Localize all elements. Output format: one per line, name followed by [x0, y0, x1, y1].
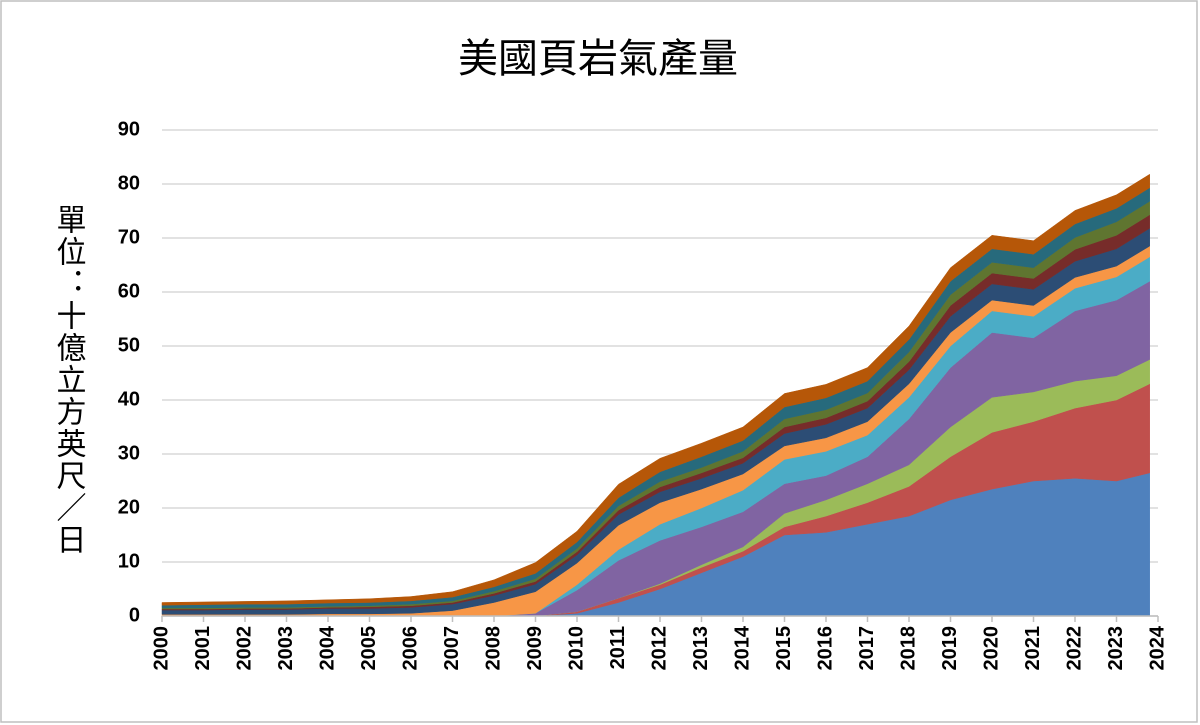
chart-title: 美國頁岩氣產量 — [458, 36, 738, 82]
x-tick-label: 2005 — [358, 626, 380, 671]
x-tick-label: 2018 — [897, 626, 919, 671]
y-tick-label: 10 — [118, 550, 140, 572]
x-tick-label: 2016 — [814, 626, 836, 671]
x-tick-label: 2010 — [565, 626, 587, 671]
x-tick-label: 2001 — [192, 626, 214, 671]
x-tick-label: 2007 — [441, 626, 463, 671]
y-tick-label: 20 — [118, 496, 140, 518]
y-tick-label: 50 — [118, 334, 140, 356]
x-tick-label: 2023 — [1105, 626, 1127, 671]
x-tick-label: 2014 — [731, 625, 753, 670]
x-tick-label: 2002 — [233, 626, 255, 671]
y-tick-label: 90 — [118, 118, 140, 140]
x-tick-label: 2011 — [607, 626, 629, 669]
y-tick-label: 0 — [129, 604, 140, 626]
y-tick-label: 30 — [118, 442, 140, 464]
x-tick-label: 2024 — [1146, 625, 1168, 670]
x-tick-label: 2013 — [690, 626, 712, 671]
area — [161, 173, 1150, 606]
x-tick-label: 2000 — [150, 626, 172, 671]
y-tick-label: 40 — [118, 388, 140, 410]
x-tick-label: 2006 — [399, 626, 421, 671]
x-tick-label: 2009 — [524, 626, 546, 671]
x-tick-label: 2015 — [773, 626, 795, 671]
y-tick-label: 80 — [118, 172, 140, 194]
x-tick-label: 2020 — [980, 626, 1002, 671]
x-tick-label: 2021 — [1022, 626, 1044, 671]
x-tick-label: 2004 — [316, 625, 338, 670]
x-tick-label: 2022 — [1063, 626, 1085, 671]
x-tick-label: 2019 — [939, 626, 961, 671]
x-tick-label: 2003 — [275, 626, 297, 671]
y-axis-label: 單位：十億立方英尺／日 — [51, 204, 87, 556]
x-tick-label: 2017 — [856, 626, 878, 671]
x-tick-label: 2012 — [648, 626, 670, 671]
y-tick-label: 70 — [118, 226, 140, 248]
y-tick-label: 60 — [118, 280, 140, 302]
x-tick-label: 2008 — [482, 626, 504, 671]
